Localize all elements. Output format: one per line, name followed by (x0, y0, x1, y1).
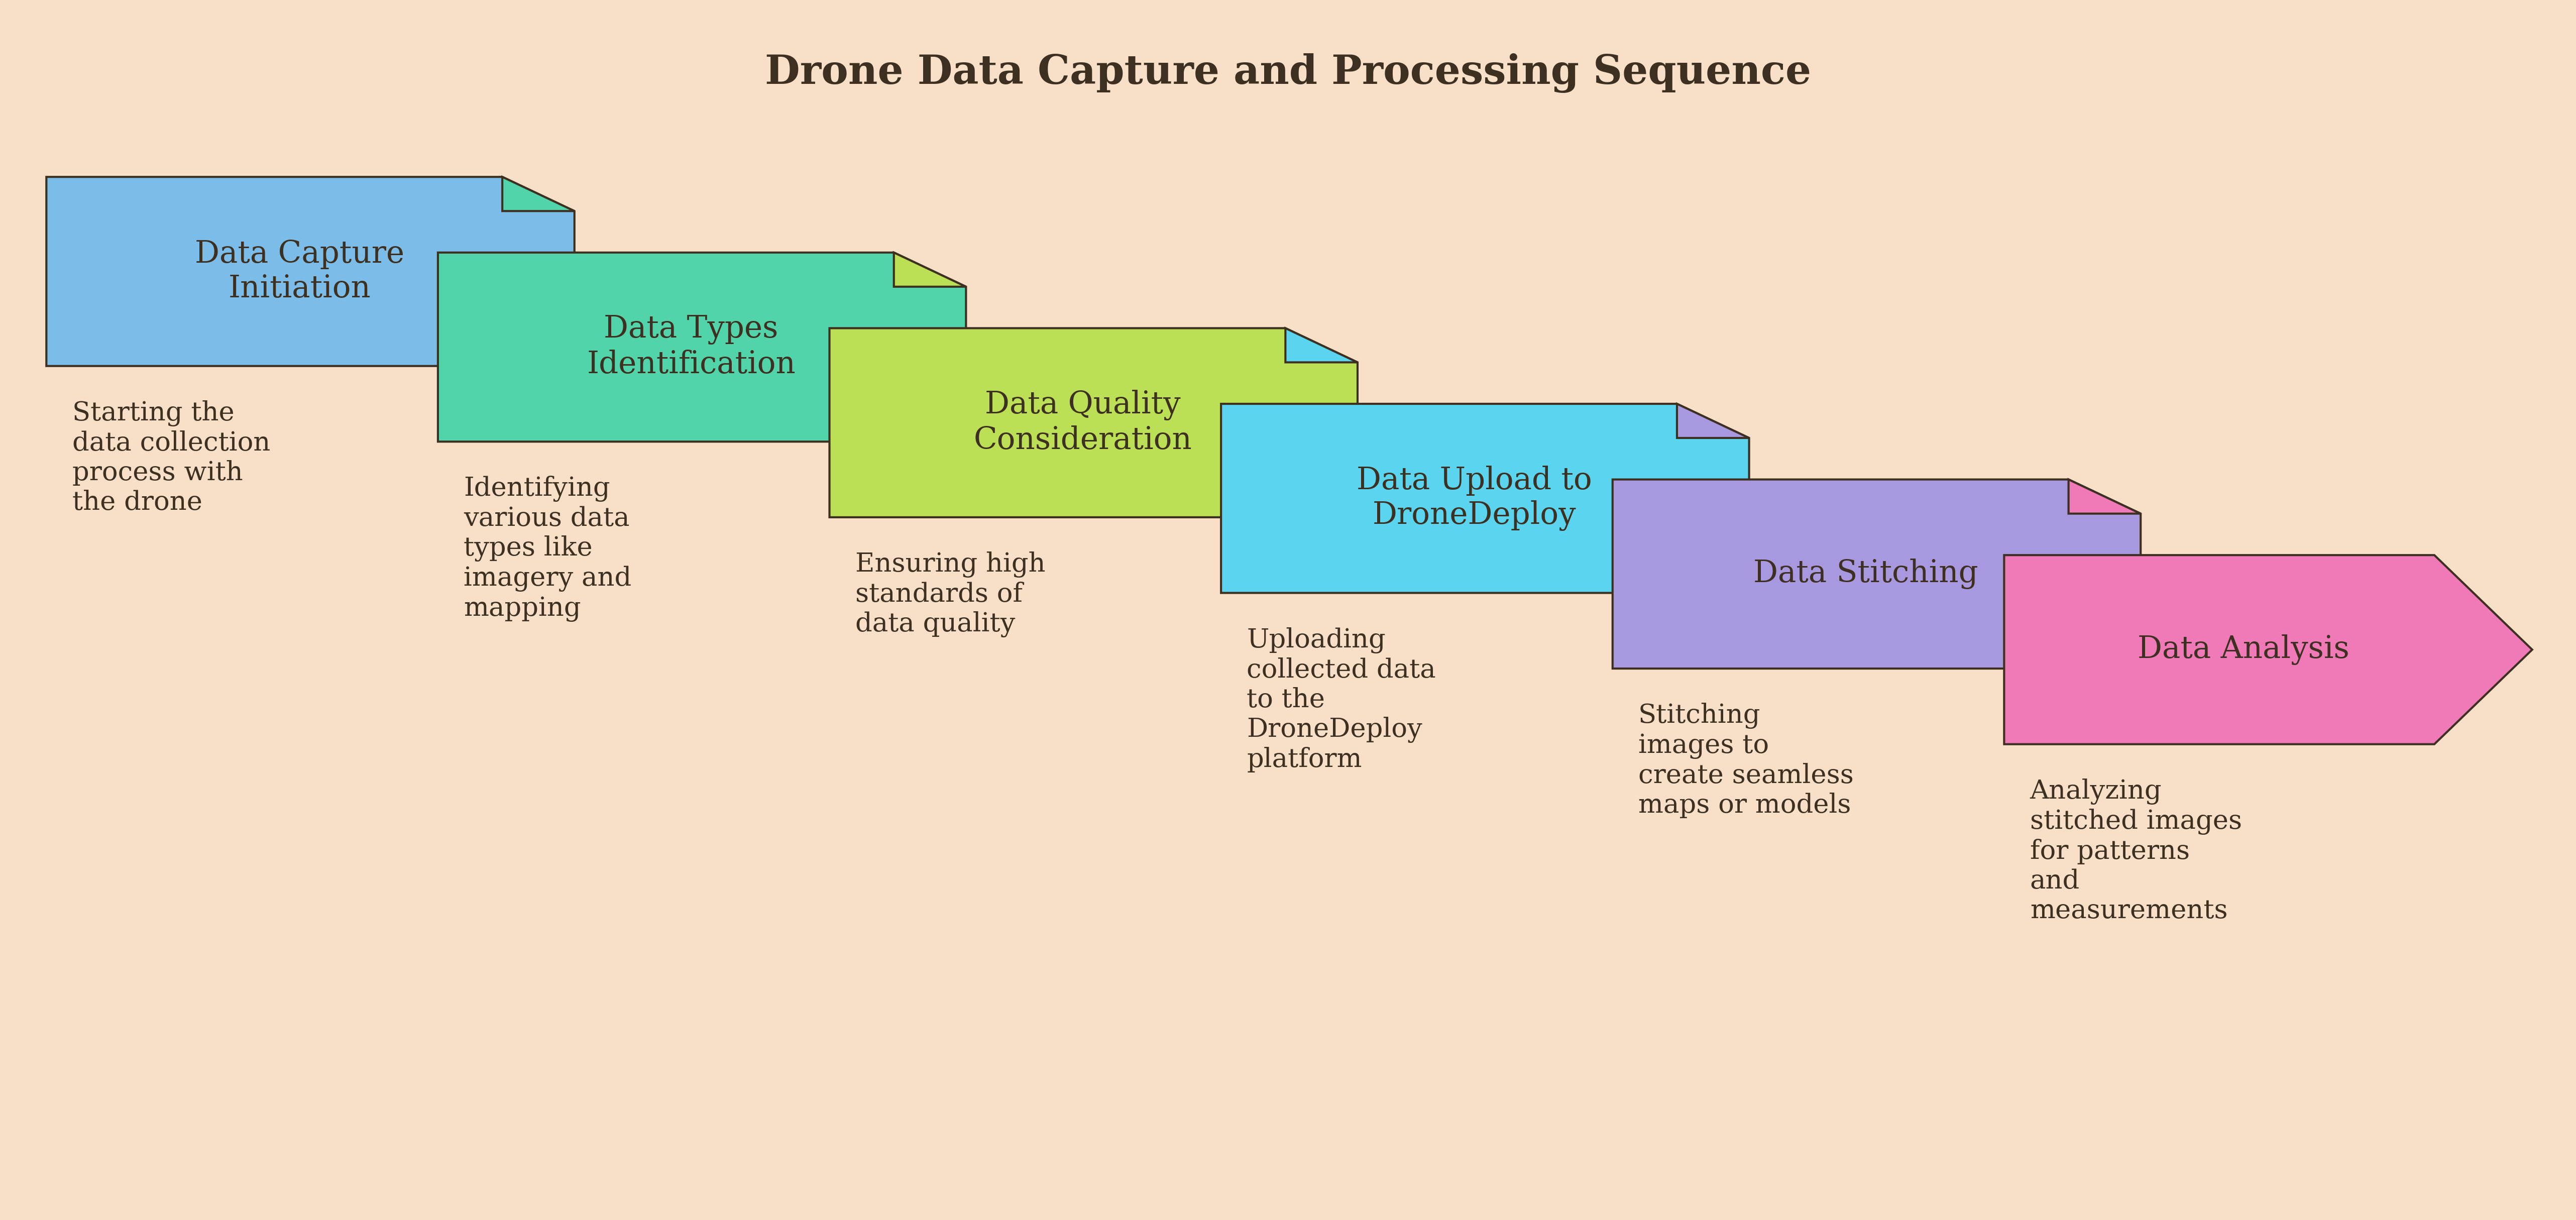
Text: Identifying
various data
types like
imagery and
mapping: Identifying various data types like imag… (464, 476, 631, 622)
Polygon shape (2069, 479, 2141, 514)
Text: Data Analysis: Data Analysis (2138, 634, 2349, 665)
Text: Data Capture
Initiation: Data Capture Initiation (196, 239, 404, 304)
Text: Data Types
Identification: Data Types Identification (587, 315, 796, 379)
Text: Data Upload to
DroneDeploy: Data Upload to DroneDeploy (1358, 466, 1592, 531)
Text: Uploading
collected data
to the
DroneDeploy
platform: Uploading collected data to the DroneDep… (1247, 627, 1435, 772)
Text: Stitching
images to
create seamless
maps or models: Stitching images to create seamless maps… (1638, 703, 1855, 819)
Polygon shape (2004, 555, 2532, 744)
Polygon shape (894, 253, 966, 287)
Text: Starting the
data collection
process with
the drone: Starting the data collection process wit… (72, 400, 270, 515)
Polygon shape (1221, 404, 1749, 593)
Text: Data Stitching: Data Stitching (1754, 559, 1978, 589)
Text: Drone Data Capture and Processing Sequence: Drone Data Capture and Processing Sequen… (765, 54, 1811, 93)
Text: Ensuring high
standards of
data quality: Ensuring high standards of data quality (855, 551, 1046, 637)
Polygon shape (829, 328, 1358, 517)
Polygon shape (46, 177, 574, 366)
Polygon shape (1285, 328, 1358, 362)
Polygon shape (1677, 404, 1749, 438)
Polygon shape (502, 177, 574, 211)
Polygon shape (1613, 479, 2141, 669)
Polygon shape (438, 253, 966, 442)
Text: Analyzing
stitched images
for patterns
and
measurements: Analyzing stitched images for patterns a… (2030, 778, 2241, 924)
Text: Data Quality
Consideration: Data Quality Consideration (974, 390, 1193, 455)
